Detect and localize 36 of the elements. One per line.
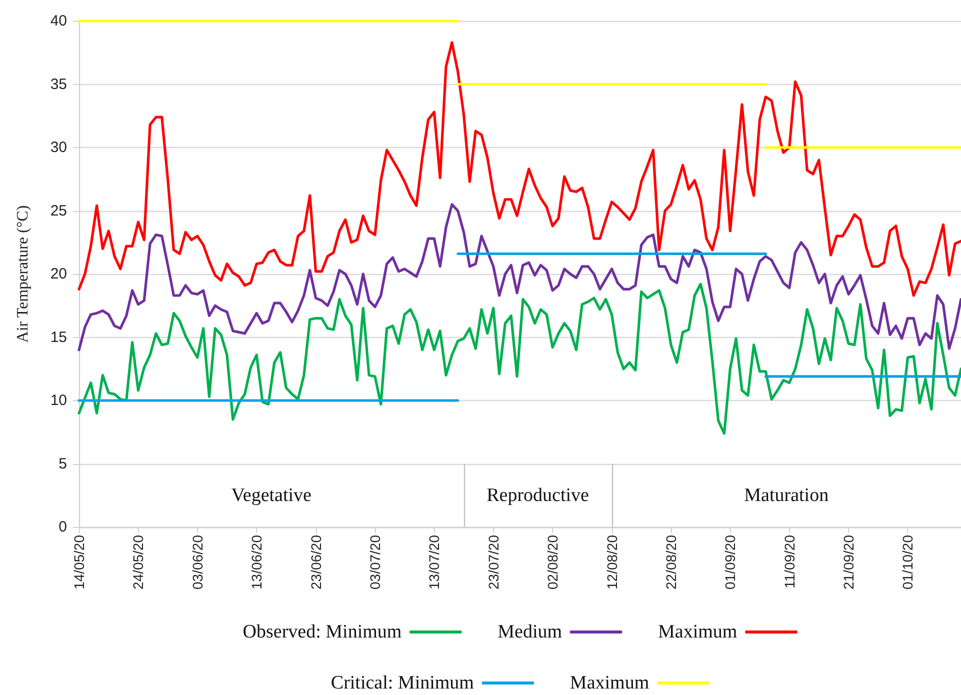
x-tick-label: 02/08/20 — [544, 534, 561, 590]
legend-label: Medium — [498, 622, 562, 642]
line-series — [78, 203, 961, 352]
x-tick-label: 11/09/20 — [781, 534, 798, 588]
x-tick-label: 03/06/20 — [189, 534, 206, 590]
y-tick-label: 20 — [50, 266, 67, 282]
annotation: Maturation — [744, 484, 830, 506]
x-tick-label: 23/07/20 — [485, 534, 502, 590]
y-axis-title: Air Temperature (°C) — [14, 205, 32, 343]
x-tick-label: 23/06/20 — [308, 534, 324, 590]
legend-label: Critical: Minimum — [330, 672, 474, 694]
x-tick-label: 24/05/20 — [130, 534, 146, 590]
x-tick-label: 22/08/20 — [662, 534, 679, 590]
line-series — [78, 282, 961, 435]
x-tick-label: 12/08/20 — [604, 534, 620, 590]
line-series — [78, 41, 961, 297]
y-tick-label: 10 — [50, 392, 67, 409]
y-tick-label: 25 — [50, 202, 67, 220]
annotation: Reproductive — [486, 484, 589, 506]
legend-label: Maximum — [658, 622, 738, 642]
x-tick-label: 01/09/20 — [722, 534, 738, 590]
x-tick-label: 14/05/20 — [71, 534, 87, 590]
legend-label: Maximum — [570, 672, 650, 694]
annotation: Vegetative — [231, 484, 312, 506]
y-tick-label: 5 — [58, 455, 67, 472]
legend-label: Observed: Minimum — [242, 622, 402, 642]
x-tick-label: 13/06/20 — [248, 534, 265, 590]
y-tick-label: 35 — [50, 76, 67, 93]
x-tick-label: 03/07/20 — [366, 534, 383, 590]
x-tick-label: 01/10/20 — [900, 534, 916, 590]
y-tick-label: 0 — [58, 518, 67, 536]
y-tick-label: 15 — [50, 328, 67, 346]
y-tick-label: 30 — [50, 139, 67, 156]
x-tick-label: 13/07/20 — [426, 534, 442, 590]
y-tick-label: 40 — [50, 12, 67, 30]
x-tick-label: 21/09/20 — [840, 534, 857, 590]
